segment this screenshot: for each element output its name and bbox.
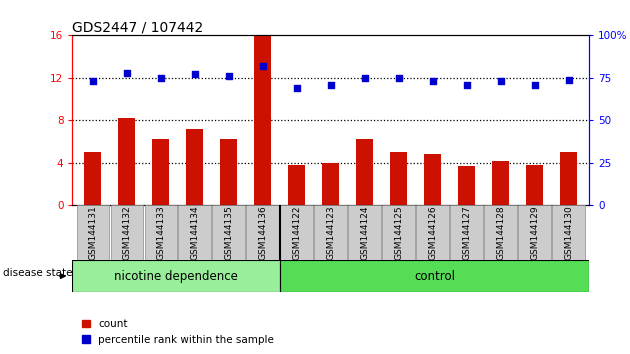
Bar: [144, 205, 177, 260]
Bar: [424, 154, 441, 205]
Bar: [553, 205, 585, 260]
Text: GSM144134: GSM144134: [190, 205, 199, 260]
Bar: [246, 205, 279, 260]
Bar: [526, 165, 543, 205]
Bar: [348, 205, 381, 260]
Bar: [152, 139, 169, 205]
Point: [190, 72, 200, 77]
Bar: [72, 260, 280, 292]
Point: [496, 79, 506, 84]
Bar: [255, 35, 272, 205]
Point: [462, 82, 472, 87]
Bar: [323, 163, 339, 205]
Text: GSM144125: GSM144125: [394, 205, 403, 260]
Bar: [560, 152, 577, 205]
Text: GSM144127: GSM144127: [462, 205, 471, 260]
Text: GSM144131: GSM144131: [88, 205, 98, 260]
Text: disease state: disease state: [3, 268, 72, 278]
Point: [122, 70, 132, 76]
Bar: [118, 118, 135, 205]
Bar: [382, 205, 415, 260]
Text: GSM144136: GSM144136: [258, 205, 267, 260]
Bar: [110, 205, 143, 260]
Legend: count, percentile rank within the sample: count, percentile rank within the sample: [77, 315, 278, 349]
Bar: [212, 205, 245, 260]
Bar: [518, 205, 551, 260]
Bar: [450, 205, 483, 260]
Point: [564, 77, 574, 82]
Bar: [178, 205, 211, 260]
Point: [88, 79, 98, 84]
Point: [360, 75, 370, 81]
Point: [224, 73, 234, 79]
Point: [394, 75, 404, 81]
Point: [156, 75, 166, 81]
Text: nicotine dependence: nicotine dependence: [114, 270, 238, 282]
Point: [326, 82, 336, 87]
Text: GSM144123: GSM144123: [326, 205, 335, 260]
Bar: [84, 152, 101, 205]
Bar: [356, 139, 373, 205]
Bar: [280, 205, 313, 260]
Bar: [492, 161, 509, 205]
Text: GSM144132: GSM144132: [122, 205, 131, 260]
Point: [428, 79, 438, 84]
Point: [292, 85, 302, 91]
Text: GSM144128: GSM144128: [496, 205, 505, 260]
Bar: [314, 205, 347, 260]
Text: GSM144133: GSM144133: [156, 205, 165, 260]
Bar: [289, 165, 306, 205]
Point: [530, 82, 540, 87]
Bar: [484, 205, 517, 260]
Text: GSM144124: GSM144124: [360, 206, 369, 260]
Text: control: control: [414, 270, 455, 282]
Text: GDS2447 / 107442: GDS2447 / 107442: [72, 20, 203, 34]
Bar: [390, 152, 407, 205]
Point: [258, 63, 268, 69]
Text: GSM144130: GSM144130: [564, 205, 573, 260]
Bar: [416, 205, 449, 260]
Bar: [220, 139, 238, 205]
Bar: [186, 129, 203, 205]
Text: GSM144135: GSM144135: [224, 205, 233, 260]
Bar: [280, 260, 589, 292]
Text: GSM144129: GSM144129: [530, 205, 539, 260]
Text: GSM144122: GSM144122: [292, 206, 301, 260]
Bar: [76, 205, 109, 260]
Text: GSM144126: GSM144126: [428, 205, 437, 260]
Bar: [458, 166, 475, 205]
